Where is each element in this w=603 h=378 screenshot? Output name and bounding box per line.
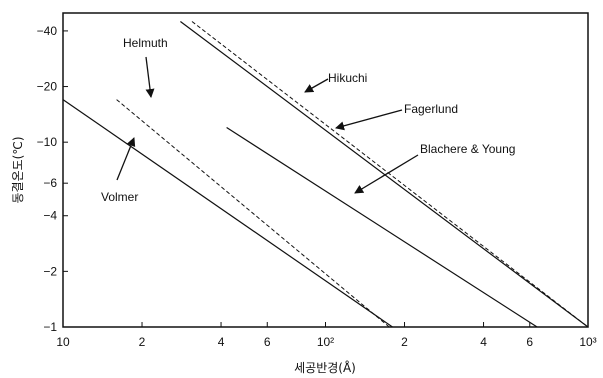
y-tick-label: −10 (37, 135, 58, 149)
annotation-arrow-volmer (116, 137, 136, 181)
annotation-label-hikuchi: Hikuchi (328, 71, 367, 85)
annotation-arrow-fagerlund (335, 109, 403, 131)
series-line-blachere-young (226, 126, 538, 327)
annotation-label-blachere-young: Blachere & Young (420, 142, 515, 156)
annotations: Helmuth Volmer Hikuchi Fagerlund Blachere & … (101, 36, 515, 204)
series-lines (63, 21, 588, 327)
annotation-label-fagerlund: Fagerlund (404, 102, 458, 116)
x-axis-title: 세공반경(Å) (294, 360, 356, 375)
x-tick-label: 6 (264, 335, 271, 349)
x-tick-label: 4 (218, 335, 225, 349)
annotation-label-volmer: Volmer (101, 190, 138, 204)
x-axis: 10 2 4 6 10² 2 4 6 10³ (56, 322, 597, 349)
x-tick-label: 2 (401, 335, 408, 349)
x-tick-label: 2 (139, 335, 146, 349)
y-tick-label: −20 (37, 80, 58, 94)
series-line-volmer (63, 99, 393, 327)
y-tick-label: −2 (43, 264, 57, 278)
annotation-arrow-hikuchi (304, 78, 329, 93)
series-line-fagerlund (180, 21, 588, 327)
x-tick-label: 10³ (579, 335, 596, 349)
y-tick-label: −4 (43, 209, 57, 223)
plot-frame (62, 12, 589, 328)
x-tick-label: 4 (480, 335, 487, 349)
x-tick-label: 10 (56, 335, 70, 349)
annotation-arrow-blachere-young (354, 154, 419, 194)
series-line-hikuchi (191, 21, 588, 327)
annotation-label-helmuth: Helmuth (123, 36, 168, 50)
x-tick-label: 6 (526, 335, 533, 349)
y-axis-title: 동결온도(℃) (11, 136, 25, 203)
x-tick-label: 10² (317, 335, 334, 349)
y-tick-label: −1 (43, 320, 57, 334)
series-line-helmuth (116, 99, 390, 327)
y-tick-label: −40 (37, 24, 58, 38)
y-axis: −1 −2 −4 −6 −10 −20 −40 (37, 24, 68, 334)
annotation-arrow-helmuth (145, 56, 155, 98)
y-tick-label: −6 (43, 176, 57, 190)
